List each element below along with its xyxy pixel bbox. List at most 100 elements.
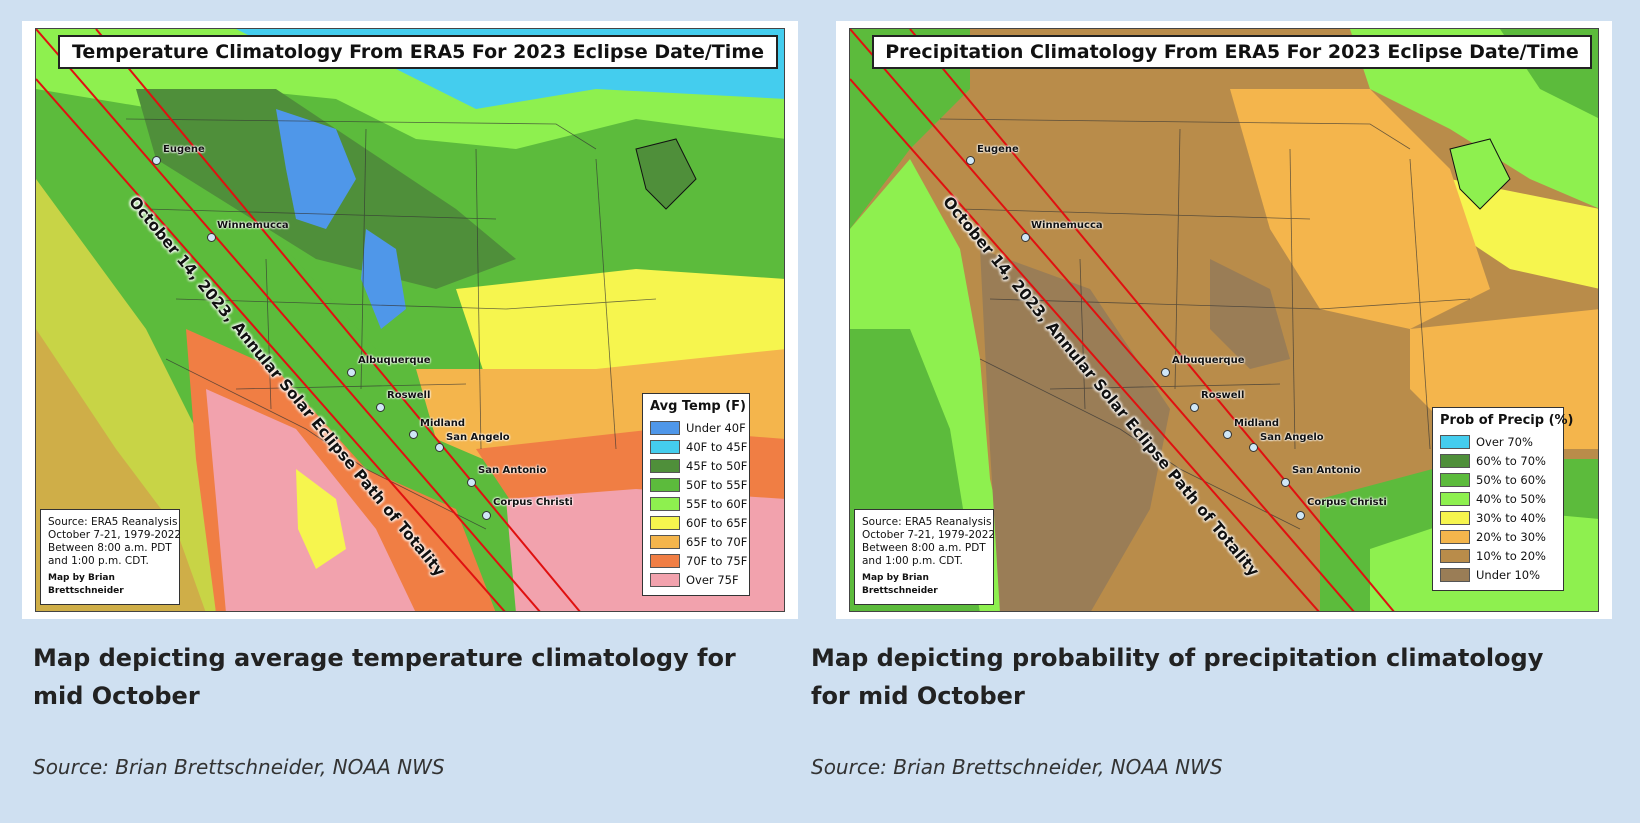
legend-swatch	[1440, 529, 1470, 544]
legend-label: 60F to 65F	[686, 515, 748, 530]
source-line: Between 8:00 a.m. PDT	[862, 542, 986, 554]
legend-label: 40% to 50%	[1476, 491, 1546, 506]
city-label-roswell: Roswell	[387, 390, 431, 401]
legend-title: Avg Temp (F)	[650, 399, 747, 414]
legend-item: Under 10%	[1440, 565, 1555, 584]
city-marker-winnemucca	[207, 233, 216, 242]
map-credit: Map by Brian Brettschneider	[48, 573, 124, 596]
source-line: Source: ERA5 Reanalysis	[862, 516, 992, 528]
legend-item: 40% to 50%	[1440, 489, 1555, 508]
city-label-winnemucca: Winnemucca	[1031, 220, 1103, 231]
city-label-winnemucca: Winnemucca	[217, 220, 289, 231]
legend-item: 60F to 65F	[650, 513, 747, 532]
legend-swatch	[650, 496, 680, 511]
city-marker-winnemucca	[1021, 233, 1030, 242]
temperature-card: Temperature Climatology From ERA5 For 20…	[22, 21, 798, 779]
legend-label: 45F to 50F	[686, 458, 748, 473]
legend-label: 20% to 30%	[1476, 529, 1546, 544]
legend-swatch	[1440, 548, 1470, 563]
legend-item: 20% to 30%	[1440, 527, 1555, 546]
legend-item: 40F to 45F	[650, 437, 747, 456]
source-line: October 7-21, 1979-2022	[48, 529, 182, 541]
city-marker-roswell	[376, 403, 385, 412]
city-marker-san-antonio	[1281, 478, 1290, 487]
source-line: and 1:00 p.m. CDT.	[48, 555, 149, 567]
temperature-legend: Avg Temp (F) Under 40F 40F to 45F 45F to…	[642, 393, 750, 596]
city-marker-san-antonio	[467, 478, 476, 487]
legend-label: 30% to 40%	[1476, 510, 1546, 525]
source-line: Source: ERA5 Reanalysis	[48, 516, 178, 528]
precipitation-map-title: Precipitation Climatology From ERA5 For …	[872, 35, 1592, 69]
source-line: Between 8:00 a.m. PDT	[48, 542, 172, 554]
city-marker-albuquerque	[1161, 368, 1170, 377]
city-label-san-angelo: San Angelo	[446, 432, 510, 443]
legend-swatch	[650, 458, 680, 473]
legend-swatch	[1440, 567, 1470, 582]
city-marker-eugene	[152, 156, 161, 165]
legend-swatch	[1440, 434, 1470, 449]
temperature-source: Source: Brian Brettschneider, NOAA NWS	[33, 755, 445, 779]
legend-label: 60% to 70%	[1476, 453, 1546, 468]
precipitation-caption: Map depicting probability of precipitati…	[811, 644, 1544, 710]
legend-label: 55F to 60F	[686, 496, 748, 511]
legend-item: 65F to 70F	[650, 532, 747, 551]
city-marker-midland	[409, 430, 418, 439]
legend-label: 65F to 70F	[686, 534, 748, 549]
legend-label: 10% to 20%	[1476, 548, 1546, 563]
legend-item: Over 75F	[650, 570, 741, 589]
legend-swatch	[650, 534, 680, 549]
source-line: and 1:00 p.m. CDT.	[862, 555, 963, 567]
city-label-eugene: Eugene	[977, 144, 1019, 155]
city-label-san-antonio: San Antonio	[478, 465, 547, 476]
city-label-san-angelo: San Angelo	[1260, 432, 1324, 443]
legend-swatch	[1440, 510, 1470, 525]
legend-swatch	[650, 477, 680, 492]
source-line: October 7-21, 1979-2022	[862, 529, 996, 541]
legend-label: Under 40F	[686, 420, 746, 435]
legend-swatch	[1440, 491, 1470, 506]
legend-item: 10% to 20%	[1440, 546, 1555, 565]
legend-swatch	[650, 439, 680, 454]
legend-swatch	[650, 572, 680, 587]
legend-label: Under 10%	[1476, 567, 1541, 582]
legend-item: 70F to 75F	[650, 551, 747, 570]
precipitation-map: Precipitation Climatology From ERA5 For …	[849, 28, 1599, 612]
city-label-albuquerque: Albuquerque	[358, 355, 431, 366]
city-marker-corpus-christi	[1296, 511, 1305, 520]
legend-label: Over 70%	[1476, 434, 1533, 449]
temperature-map-frame: Temperature Climatology From ERA5 For 20…	[22, 21, 798, 619]
temperature-map-title: Temperature Climatology From ERA5 For 20…	[58, 35, 778, 69]
temperature-caption: Map depicting average temperature climat…	[33, 644, 736, 710]
temperature-map: Temperature Climatology From ERA5 For 20…	[35, 28, 785, 612]
legend-label: 50% to 60%	[1476, 472, 1546, 487]
city-marker-roswell	[1190, 403, 1199, 412]
city-label-midland: Midland	[1234, 418, 1279, 429]
legend-swatch	[1440, 453, 1470, 468]
city-label-roswell: Roswell	[1201, 390, 1245, 401]
legend-swatch	[650, 515, 680, 530]
legend-item: Over 70%	[1440, 432, 1555, 451]
legend-swatch	[650, 553, 680, 568]
legend-item: 45F to 50F	[650, 456, 747, 475]
city-label-corpus-christi: Corpus Christi	[493, 497, 573, 508]
city-marker-corpus-christi	[482, 511, 491, 520]
precipitation-card: Precipitation Climatology From ERA5 For …	[811, 21, 1612, 779]
city-marker-san-angelo	[435, 443, 444, 452]
map-source-box: Source: ERA5 Reanalysis October 7-21, 19…	[40, 509, 182, 605]
city-marker-san-angelo	[1249, 443, 1258, 452]
legend-item: 50% to 60%	[1440, 470, 1555, 489]
legend-item: 55F to 60F	[650, 494, 747, 513]
legend-item: Under 40F	[650, 418, 746, 437]
city-marker-albuquerque	[347, 368, 356, 377]
legend-item: 30% to 40%	[1440, 508, 1555, 527]
city-label-eugene: Eugene	[163, 144, 205, 155]
city-label-midland: Midland	[420, 418, 465, 429]
city-label-san-antonio: San Antonio	[1292, 465, 1361, 476]
city-marker-midland	[1223, 430, 1232, 439]
legend-swatch	[650, 420, 680, 435]
legend-label: 40F to 45F	[686, 439, 748, 454]
map-credit: Map by Brian Brettschneider	[862, 573, 938, 596]
legend-label: 70F to 75F	[686, 553, 748, 568]
legend-title: Prob of Precip (%)	[1440, 413, 1574, 428]
legend-item: 60% to 70%	[1440, 451, 1555, 470]
